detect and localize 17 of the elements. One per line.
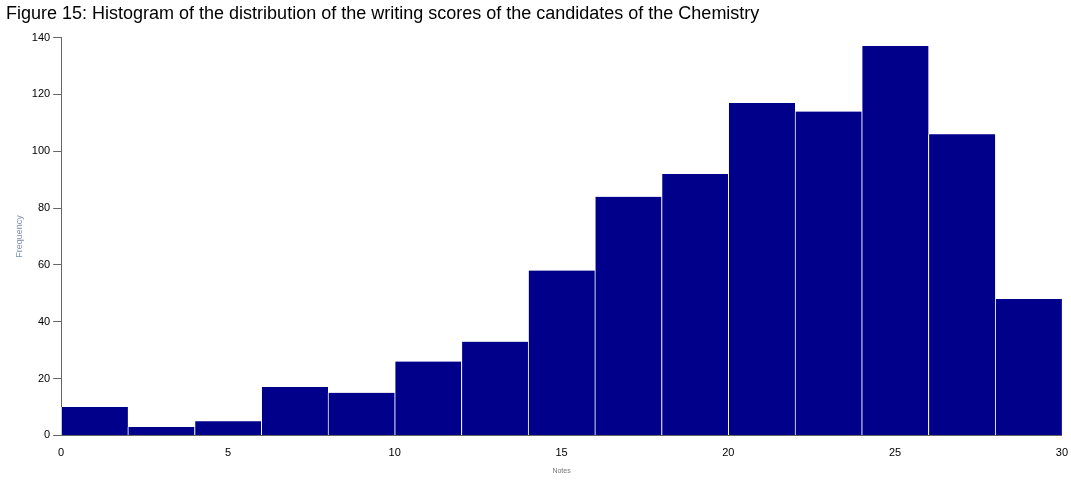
- y-tick-label: 40: [37, 314, 51, 327]
- x-tick-label: 25: [888, 446, 902, 459]
- x-tick-label: 5: [224, 446, 231, 459]
- x-tick-label: 15: [555, 446, 568, 459]
- x-tick-label: 0: [58, 446, 65, 459]
- x-tick-label: 30: [1055, 446, 1069, 459]
- y-tick-label: 140: [31, 30, 51, 43]
- y-tick-label: 20: [37, 371, 51, 384]
- y-tick-label: 120: [31, 87, 51, 100]
- y-tick-label: 100: [31, 144, 51, 157]
- y-tick-label: 60: [37, 257, 51, 270]
- y-tick-label: 80: [37, 201, 51, 214]
- x-tick-label: 20: [722, 446, 735, 459]
- y-axis-title: Frequency: [13, 214, 24, 258]
- y-tick-label: 0: [44, 428, 51, 441]
- chart-title: Figure 15: Histogram of the distribution of the writing scores of the candidates of the Chemistry: [5, 2, 761, 25]
- x-tick-label: 10: [388, 446, 401, 459]
